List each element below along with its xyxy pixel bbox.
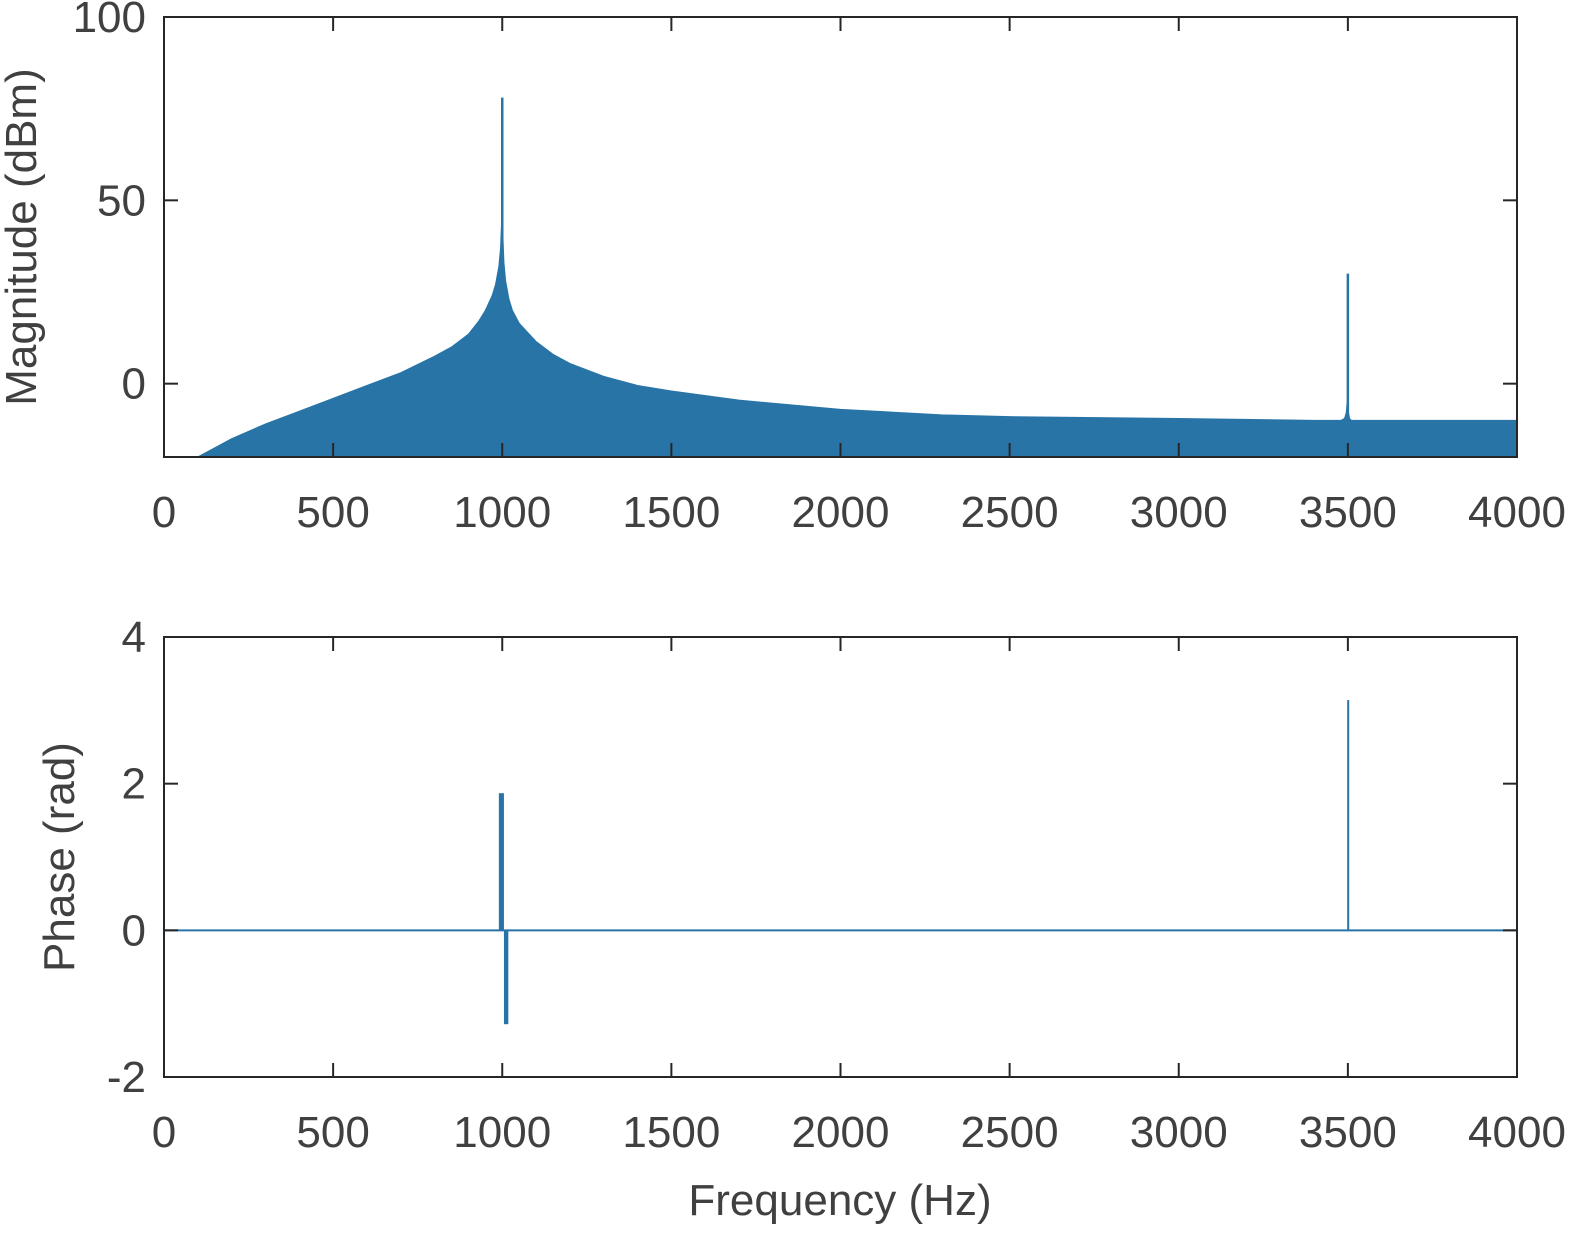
phase-bar	[1347, 700, 1350, 931]
x-tick-label: 3500	[1299, 488, 1397, 537]
x-tick-label: 3500	[1299, 1108, 1397, 1157]
x-tick-label: 500	[296, 488, 369, 537]
phase-x-axis-label: Frequency (Hz)	[688, 1176, 991, 1225]
y-tick-label: 0	[122, 360, 146, 409]
x-tick-label: 0	[152, 488, 176, 537]
magnitude-y-axis-label: Magnitude (dBm)	[0, 68, 46, 405]
x-tick-label: 0	[152, 1108, 176, 1157]
x-tick-label: 4000	[1468, 1108, 1566, 1157]
magnitude-data	[197, 97, 1518, 458]
phase-y-ticks: -2 0 2 4	[107, 613, 1517, 1102]
x-tick-label: 1500	[622, 488, 720, 537]
x-tick-label: 2000	[792, 488, 890, 537]
x-tick-label: 2000	[792, 1108, 890, 1157]
x-tick-label: 2500	[961, 1108, 1059, 1157]
magnitude-plot: 0 500 1000 1500 2000 2500 3000 3500 4000 050100 …	[0, 0, 1566, 537]
phase-bar	[503, 930, 509, 1025]
phase-data	[164, 700, 1517, 1025]
magnitude-y-ticks: 0 50 100	[73, 0, 1517, 409]
x-tick-label: 2500	[961, 488, 1059, 537]
magnitude-x-ticks: 0 500 1000 1500 2000 2500 3000 3500 4000	[152, 17, 1566, 537]
y-tick-label: 50	[97, 176, 146, 225]
x-tick-label: 3000	[1130, 1108, 1228, 1157]
magnitude-spectrum-area	[197, 211, 1518, 458]
x-tick-label: 4000	[1468, 488, 1566, 537]
x-tick-label: 3000	[1130, 488, 1228, 537]
x-tick-label: 500	[296, 1108, 369, 1157]
phase-y-axis-label: Phase (rad)	[35, 742, 84, 972]
phase-axes-box	[163, 636, 1518, 1078]
x-tick-label: 1500	[622, 1108, 720, 1157]
y-tick-label: 4	[122, 613, 146, 662]
phase-x-ticks: 0 500 1000 1500 2000 2500 3000 3500 4000	[152, 637, 1566, 1157]
y-tick-label: 100	[73, 0, 146, 42]
phase-bar	[498, 793, 504, 931]
x-tick-label: 1000	[453, 488, 551, 537]
x-tick-label: 1000	[453, 1108, 551, 1157]
y-tick-label: 0	[122, 906, 146, 955]
y-tick-label: -2	[107, 1053, 146, 1102]
y-tick-label: 2	[122, 760, 146, 809]
